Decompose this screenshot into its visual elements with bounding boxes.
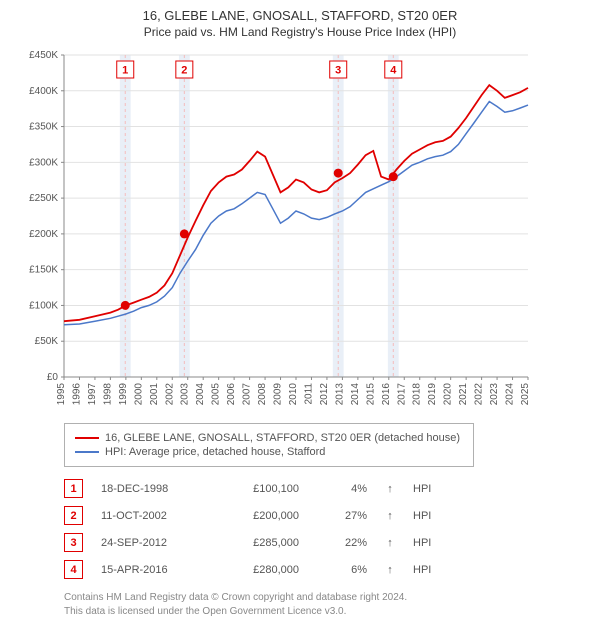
sale-row: 2 11-OCT-2002 £200,000 27% ↑ HPI — [64, 502, 494, 529]
sales-table: 1 18-DEC-1998 £100,100 4% ↑ HPI 2 11-OCT-2002 £2… — [64, 475, 494, 583]
svg-text:2022: 2022 — [474, 383, 485, 406]
arrow-up-icon: ↑ — [385, 564, 395, 576]
sale-row: 4 15-APR-2016 £280,000 6% ↑ HPI — [64, 556, 494, 583]
svg-text:£350K: £350K — [29, 122, 58, 133]
svg-text:2025: 2025 — [520, 383, 531, 406]
sale-row: 3 24-SEP-2012 £285,000 22% ↑ HPI — [64, 529, 494, 556]
sale-pct: 27% — [317, 510, 367, 522]
svg-text:2015: 2015 — [365, 383, 376, 406]
sale-date: 11-OCT-2002 — [101, 510, 201, 522]
sale-badge: 2 — [64, 506, 83, 525]
svg-text:2010: 2010 — [288, 383, 299, 406]
sale-row: 1 18-DEC-1998 £100,100 4% ↑ HPI — [64, 475, 494, 502]
sale-price: £200,000 — [219, 510, 299, 522]
svg-text:£100K: £100K — [29, 300, 58, 311]
svg-text:2008: 2008 — [257, 383, 268, 406]
svg-text:2006: 2006 — [226, 383, 237, 406]
svg-text:£150K: £150K — [29, 265, 58, 276]
svg-text:£0: £0 — [47, 372, 59, 383]
svg-text:2001: 2001 — [149, 383, 160, 406]
svg-text:2013: 2013 — [334, 383, 345, 406]
svg-text:2011: 2011 — [303, 383, 314, 405]
svg-text:£400K: £400K — [29, 86, 58, 97]
svg-text:4: 4 — [390, 65, 397, 77]
svg-text:2014: 2014 — [350, 383, 361, 406]
sale-price: £100,100 — [219, 483, 299, 495]
svg-text:£250K: £250K — [29, 193, 58, 204]
legend-swatch — [75, 437, 99, 439]
chart-title: 16, GLEBE LANE, GNOSALL, STAFFORD, ST20 … — [8, 8, 592, 23]
sale-date: 15-APR-2016 — [101, 564, 201, 576]
svg-text:2002: 2002 — [164, 383, 175, 406]
svg-text:1997: 1997 — [87, 383, 98, 406]
sale-price: £285,000 — [219, 537, 299, 549]
svg-text:£50K: £50K — [35, 336, 59, 347]
sale-vs: HPI — [413, 537, 443, 549]
sale-badge: 3 — [64, 533, 83, 552]
legend-label: 16, GLEBE LANE, GNOSALL, STAFFORD, ST20 … — [105, 432, 460, 444]
sale-pct: 22% — [317, 537, 367, 549]
svg-text:2012: 2012 — [319, 383, 330, 406]
svg-text:2004: 2004 — [195, 383, 206, 406]
sale-vs: HPI — [413, 564, 443, 576]
sale-badge: 1 — [64, 479, 83, 498]
svg-text:1999: 1999 — [118, 383, 129, 406]
svg-text:2021: 2021 — [458, 383, 469, 406]
sale-price: £280,000 — [219, 564, 299, 576]
svg-text:2024: 2024 — [505, 383, 516, 406]
svg-text:2016: 2016 — [381, 383, 392, 406]
sale-pct: 4% — [317, 483, 367, 495]
svg-text:2: 2 — [181, 65, 187, 77]
svg-text:2009: 2009 — [273, 383, 284, 406]
chart-subtitle: Price paid vs. HM Land Registry's House … — [8, 25, 592, 39]
svg-text:£300K: £300K — [29, 157, 58, 168]
svg-text:1995: 1995 — [56, 383, 67, 406]
svg-text:£200K: £200K — [29, 229, 58, 240]
svg-text:2023: 2023 — [489, 383, 500, 406]
svg-text:2019: 2019 — [427, 383, 438, 406]
svg-text:2017: 2017 — [396, 383, 407, 406]
price-chart: £0 £50K £100K £150K £200K £250K £300K £350K £400… — [8, 47, 548, 417]
footer-line1: Contains HM Land Registry data © Crown c… — [64, 591, 494, 605]
svg-text:1996: 1996 — [71, 383, 82, 406]
sale-pct: 6% — [317, 564, 367, 576]
legend-item: 16, GLEBE LANE, GNOSALL, STAFFORD, ST20 … — [75, 432, 463, 444]
sale-vs: HPI — [413, 483, 443, 495]
sale-date: 24-SEP-2012 — [101, 537, 201, 549]
arrow-up-icon: ↑ — [385, 483, 395, 495]
svg-text:2007: 2007 — [242, 383, 253, 406]
legend-swatch — [75, 451, 99, 453]
footer-attribution: Contains HM Land Registry data © Crown c… — [64, 591, 494, 618]
svg-text:1: 1 — [122, 65, 128, 77]
svg-text:2000: 2000 — [133, 383, 144, 406]
svg-text:£450K: £450K — [29, 50, 58, 61]
legend-item: HPI: Average price, detached house, Staf… — [75, 446, 463, 458]
arrow-up-icon: ↑ — [385, 537, 395, 549]
svg-text:2003: 2003 — [180, 383, 191, 406]
arrow-up-icon: ↑ — [385, 510, 395, 522]
sale-badge: 4 — [64, 560, 83, 579]
svg-text:1998: 1998 — [102, 383, 113, 406]
sale-date: 18-DEC-1998 — [101, 483, 201, 495]
svg-text:3: 3 — [335, 65, 341, 77]
legend-label: HPI: Average price, detached house, Staf… — [105, 446, 325, 458]
sale-vs: HPI — [413, 510, 443, 522]
svg-text:2020: 2020 — [443, 383, 454, 406]
legend: 16, GLEBE LANE, GNOSALL, STAFFORD, ST20 … — [64, 423, 474, 467]
footer-line2: This data is licensed under the Open Gov… — [64, 605, 494, 619]
svg-text:2018: 2018 — [412, 383, 423, 406]
svg-text:2005: 2005 — [211, 383, 222, 406]
